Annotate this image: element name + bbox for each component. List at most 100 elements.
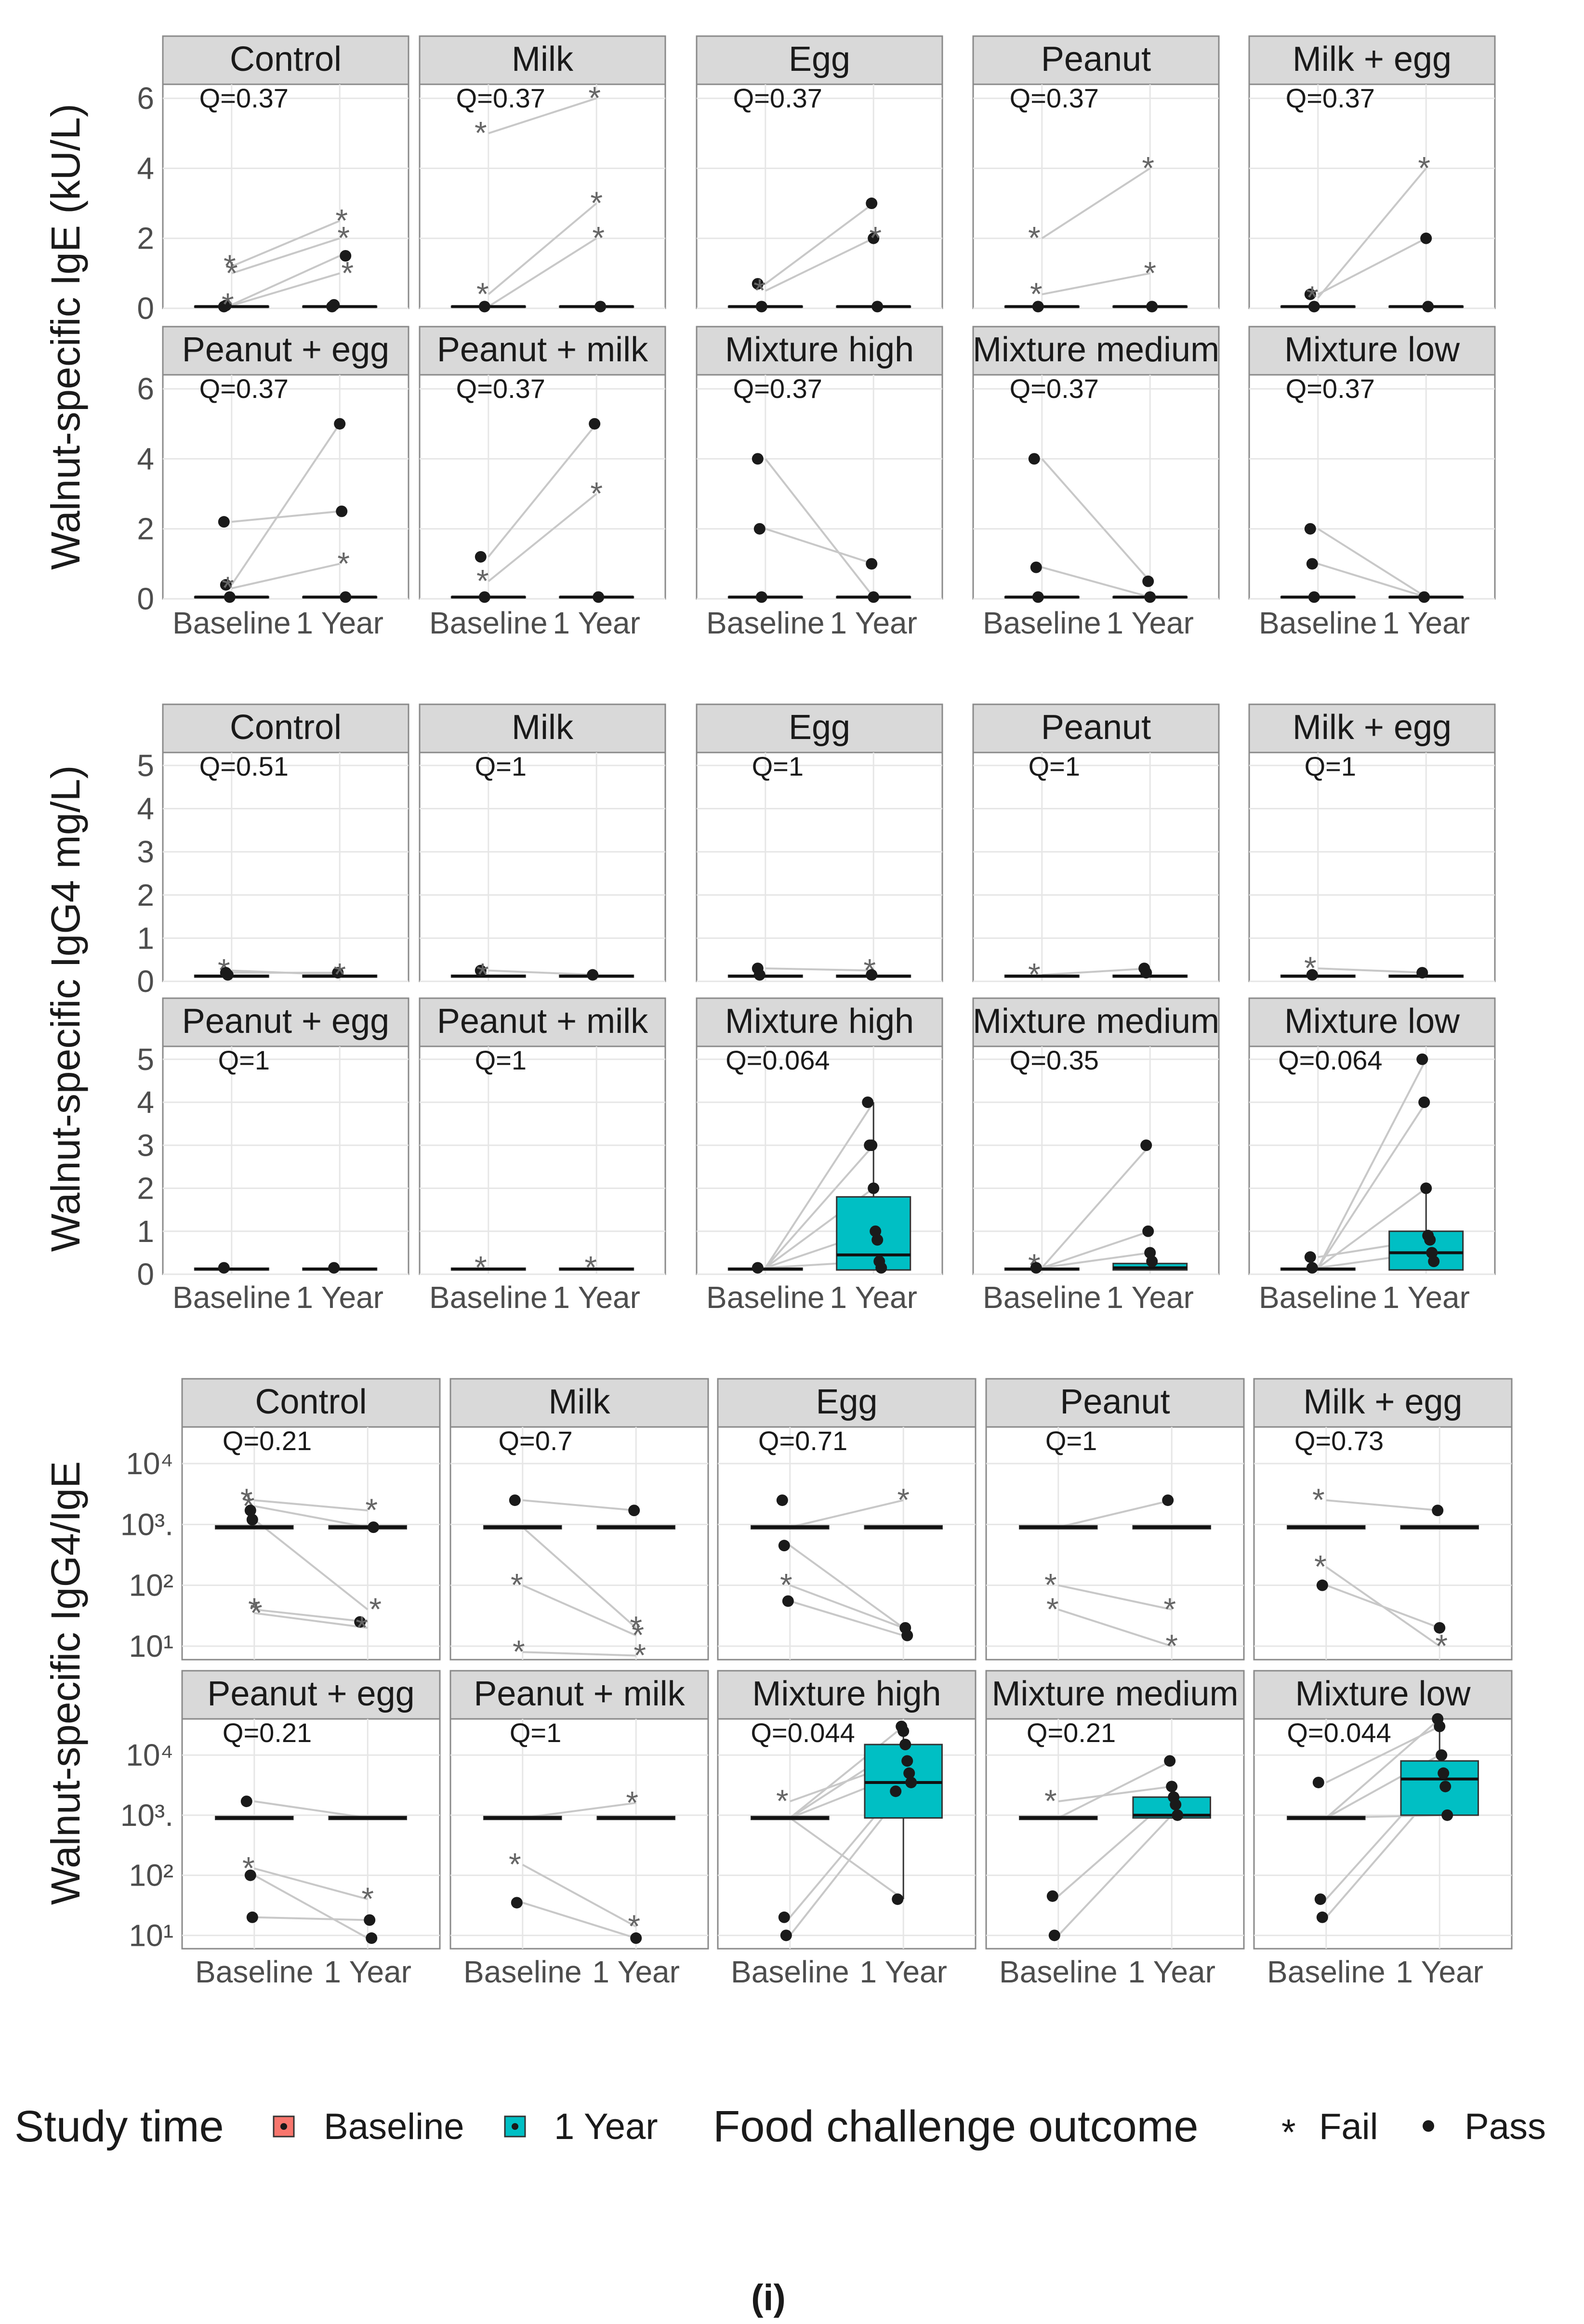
- y-tick-label: 0: [137, 964, 154, 999]
- x-tick-label: Baseline: [983, 606, 1101, 640]
- pass-point: [862, 1096, 874, 1109]
- panel-strip-label: Peanut: [1060, 1383, 1170, 1421]
- pass-point: [903, 1767, 915, 1779]
- panel-strip-label: Mixture high: [752, 1675, 941, 1713]
- panel-strip: [449, 1378, 709, 1428]
- subject-link-line: [1317, 1058, 1427, 1268]
- panel-strip: [972, 997, 1220, 1047]
- pass-point: [218, 1262, 230, 1274]
- fail-point: *: [509, 1847, 521, 1882]
- pass-point: [868, 591, 880, 603]
- q-value-label: Q=0.73: [1294, 1426, 1384, 1456]
- panel-area: [696, 374, 943, 600]
- subject-link-line: [254, 1499, 368, 1512]
- panel-mixture-medium: Mixture medium Q=0.37 Baseline 1 Year: [972, 326, 1220, 640]
- y-tick-label: 4: [137, 792, 154, 826]
- panel-strip: [419, 326, 666, 376]
- panel-area: [1248, 752, 1496, 982]
- q-value-label: Q=1: [1305, 751, 1356, 781]
- q-value-label: Q=0.37: [733, 373, 822, 404]
- fail-point: *: [776, 1783, 789, 1819]
- panel-mixture-medium: Mixture medium Q=0.21 * Baseline 1 Year: [985, 1670, 1245, 1989]
- pass-point: [1032, 591, 1044, 603]
- pass-point: [1140, 967, 1152, 979]
- y-axis-label: Walnut-specific IgE (kU/L): [43, 104, 88, 570]
- x-tick-label: 1 Year: [553, 1280, 640, 1315]
- subject-link-line: [765, 1144, 874, 1268]
- panel-mixture-low: Mixture low Q=0.064 Baseline 1 Year: [1248, 997, 1496, 1315]
- subject-link-line: [1041, 1144, 1151, 1268]
- panel-strip-label: Peanut + egg: [182, 330, 389, 369]
- panel-strip: [717, 1378, 977, 1428]
- pass-point: [340, 591, 352, 603]
- panel-area: [162, 752, 409, 982]
- subject-link-line: [765, 967, 874, 972]
- legend-baseline-label: Baseline: [324, 2106, 464, 2147]
- pass-point: [1142, 575, 1154, 587]
- panel-strip: [181, 1378, 441, 1428]
- panel-area: [181, 1718, 441, 1950]
- y-tick-label: 4: [137, 441, 154, 476]
- pass-point: [898, 1725, 910, 1737]
- panel-strip-label: Egg: [789, 708, 850, 747]
- pass-point: [1170, 1798, 1182, 1810]
- x-tick-label: 1 Year: [1382, 1280, 1470, 1315]
- pass-point: [1028, 453, 1040, 465]
- y-axis-label: Walnut-specific IgG4/IgE: [43, 1461, 88, 1905]
- pass-point: [1140, 1139, 1152, 1151]
- pass-point: [240, 1796, 252, 1808]
- pass-point: [1438, 1767, 1450, 1779]
- x-tick-label: 1 Year: [830, 1280, 917, 1315]
- fail-point: *: [1163, 1591, 1176, 1627]
- pass-point: [778, 1911, 790, 1923]
- panel-strip-label: Milk: [512, 708, 574, 747]
- subject-link-line: [1041, 458, 1151, 582]
- fail-point: *: [248, 1591, 261, 1627]
- y-tick-label: 5: [137, 1042, 154, 1077]
- pass-point: [1420, 1182, 1432, 1194]
- y-tick-label: 2: [137, 1171, 154, 1206]
- panel-strip-label: Mixture medium: [991, 1675, 1238, 1713]
- pass-point: [587, 969, 599, 981]
- q-value-label: Q=0.044: [1287, 1717, 1391, 1748]
- subject-link-line: [790, 1499, 904, 1529]
- pass-point: [593, 591, 605, 603]
- pass-point: [1046, 1890, 1058, 1902]
- panel-area: [972, 752, 1220, 982]
- legend-pass-label: Pass: [1465, 2106, 1546, 2147]
- y-tick-label: 10³.: [120, 1507, 173, 1542]
- subject-link-line: [790, 1584, 904, 1629]
- pass-point: [368, 1521, 380, 1533]
- panel-area: [162, 1045, 409, 1275]
- x-tick-label: Baseline: [195, 1954, 314, 1989]
- y-tick-label: 6: [137, 371, 154, 406]
- pass-point: [755, 301, 767, 313]
- pass-point: [868, 232, 880, 244]
- q-value-label: Q=0.37: [1286, 83, 1375, 113]
- q-value-label: Q=1: [218, 1045, 270, 1075]
- panel-strip: [162, 997, 409, 1047]
- subject-link-line: [789, 1545, 904, 1629]
- x-tick-label: 1 Year: [1396, 1954, 1483, 1989]
- pass-point: [1314, 1893, 1326, 1905]
- subject-link-line: [789, 1726, 904, 1819]
- subject-link-line: [254, 1612, 368, 1629]
- pass-point: [1439, 1781, 1452, 1793]
- x-tick-label: 1 Year: [296, 1280, 383, 1315]
- x-tick-label: Baseline: [172, 606, 291, 640]
- panel-strip: [181, 1670, 441, 1720]
- panel-area: [162, 83, 409, 309]
- panel-peanut-egg: Peanut + egg Q=1 Baseline 1 Year 0 1 2 3 4 5: [137, 997, 409, 1315]
- pass-point: [778, 1540, 790, 1552]
- fail-point: *: [476, 957, 489, 992]
- panel-area: [972, 374, 1220, 600]
- panel-area: [1253, 1426, 1513, 1661]
- subject-link-line: [254, 1867, 368, 1901]
- subject-link-line: [488, 202, 597, 295]
- panel-strip: [696, 997, 943, 1047]
